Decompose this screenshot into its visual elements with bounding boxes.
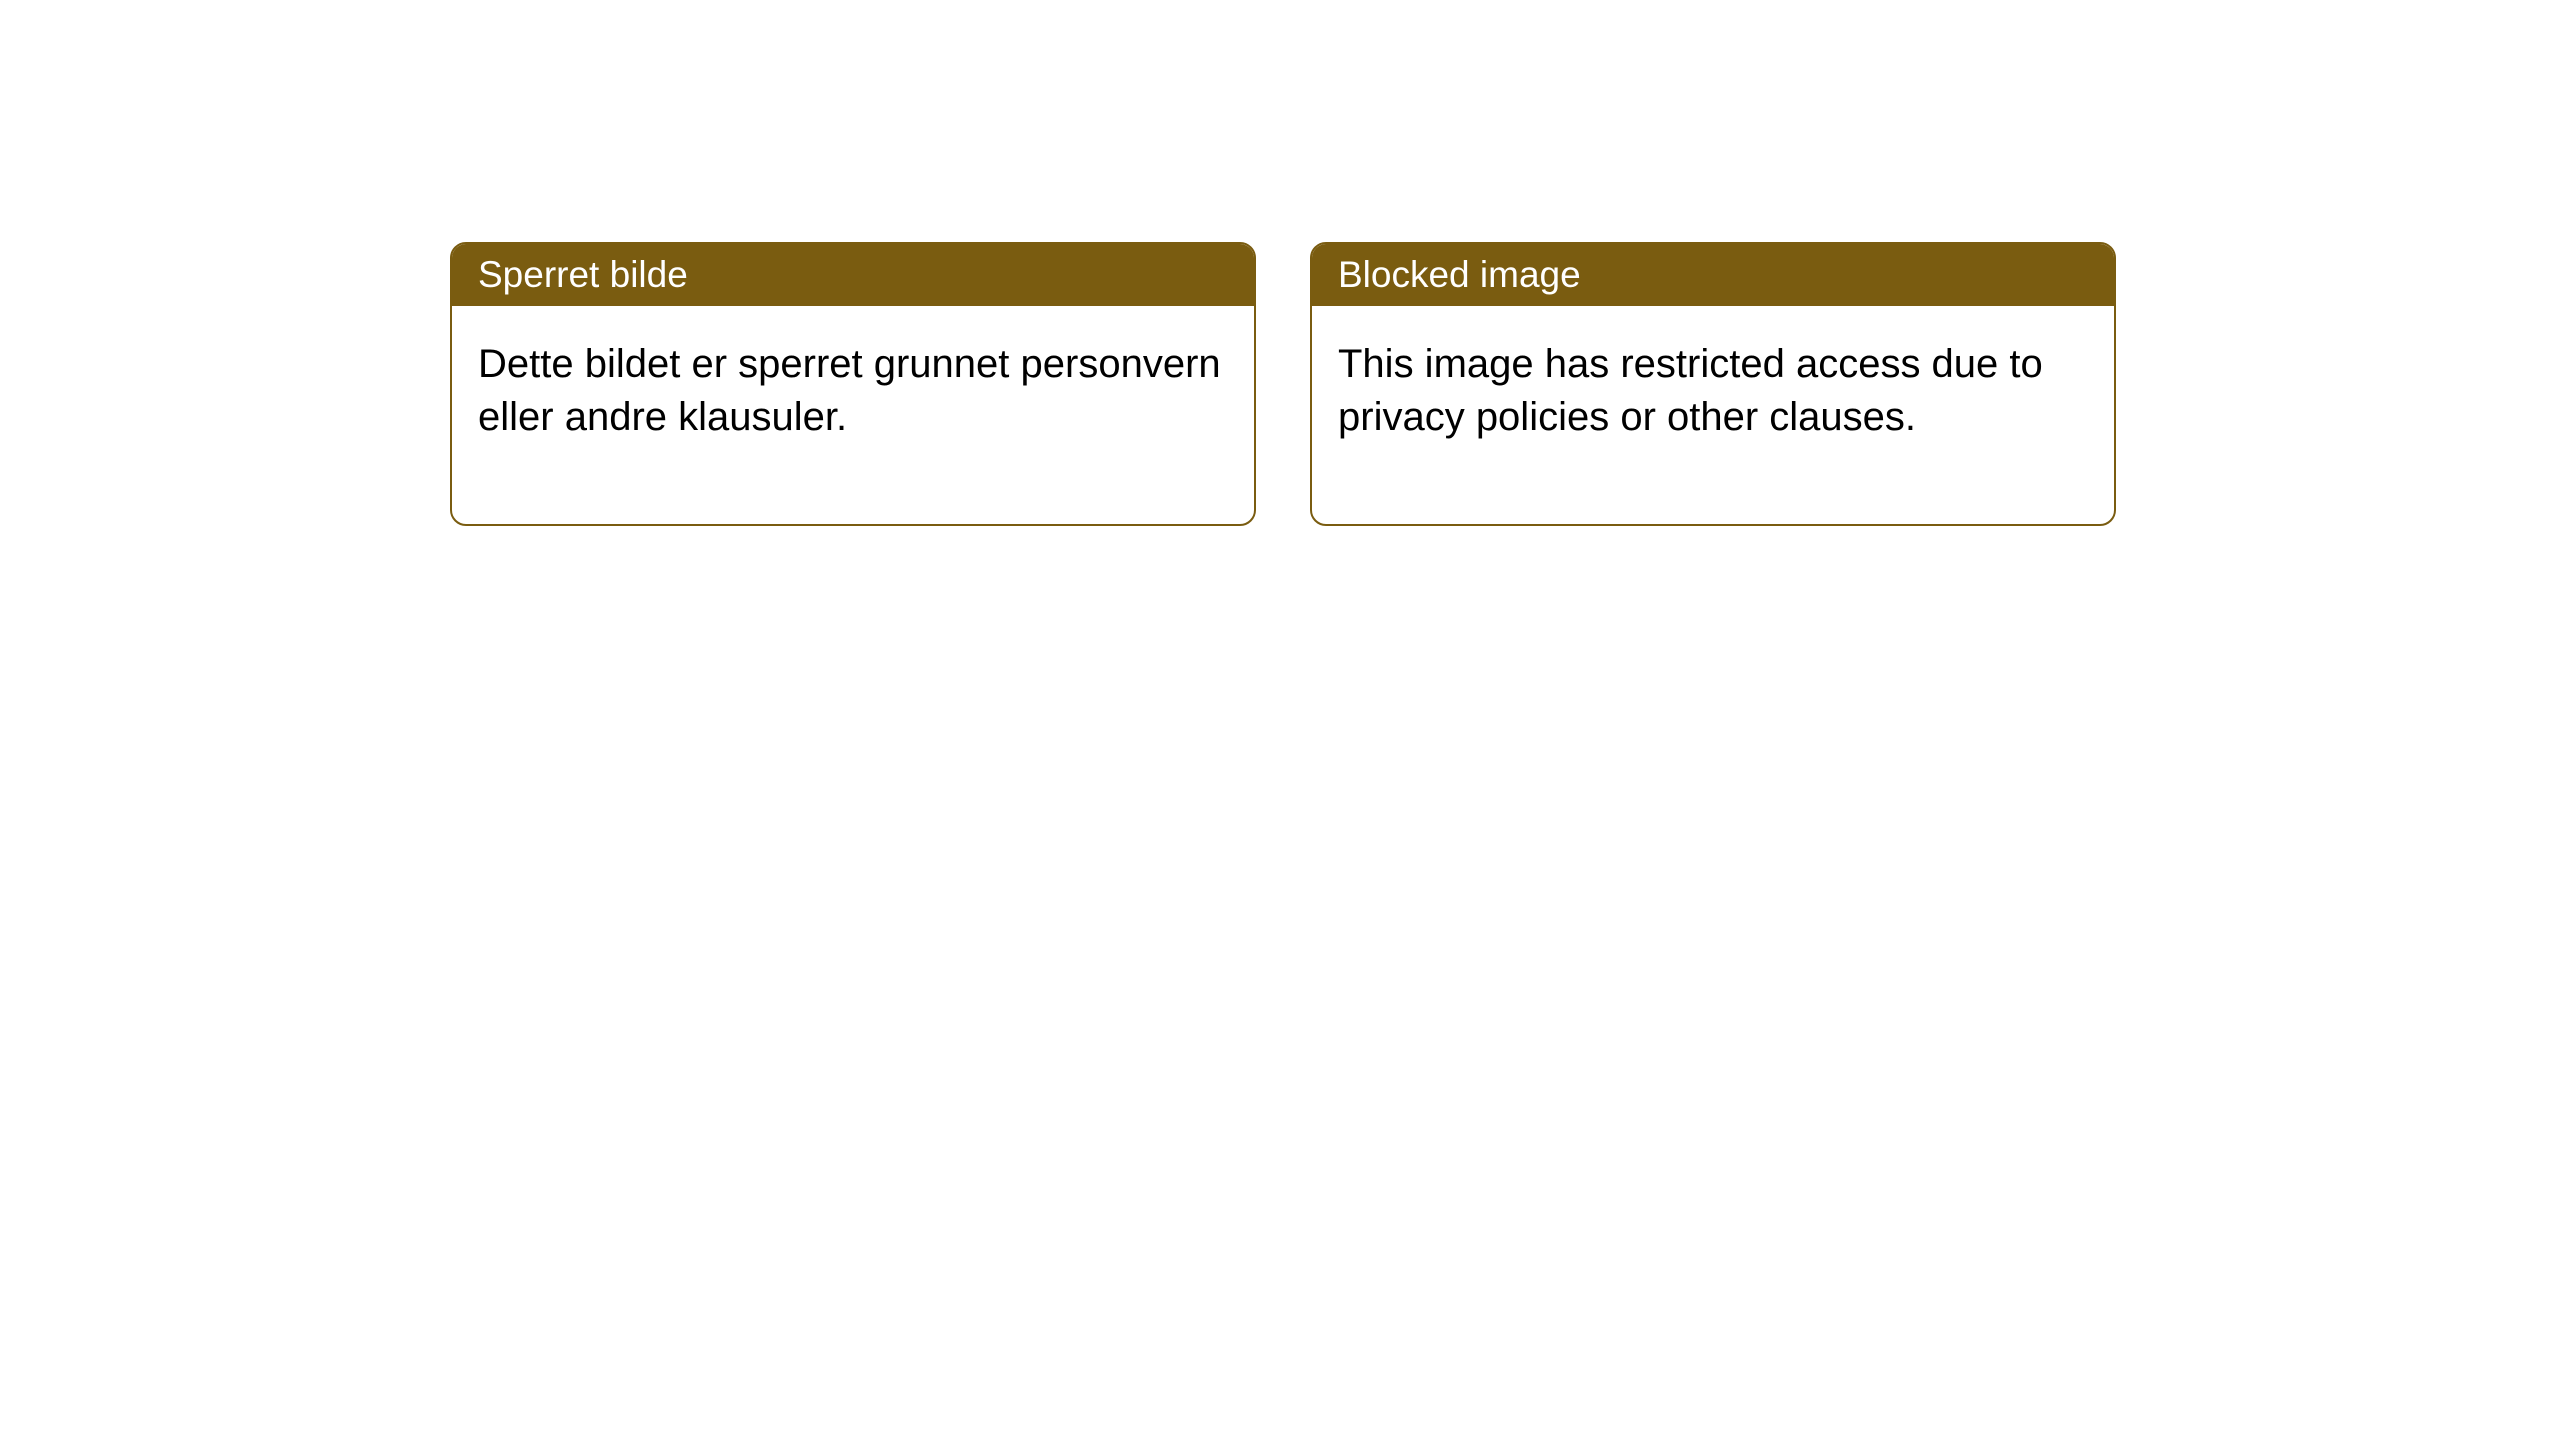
notice-container: Sperret bilde Dette bildet er sperret gr…: [450, 242, 2116, 526]
notice-title-norwegian: Sperret bilde: [452, 244, 1254, 306]
notice-card-english: Blocked image This image has restricted …: [1310, 242, 2116, 526]
notice-title-english: Blocked image: [1312, 244, 2114, 306]
notice-body-norwegian: Dette bildet er sperret grunnet personve…: [452, 306, 1254, 524]
notice-card-norwegian: Sperret bilde Dette bildet er sperret gr…: [450, 242, 1256, 526]
notice-body-english: This image has restricted access due to …: [1312, 306, 2114, 524]
